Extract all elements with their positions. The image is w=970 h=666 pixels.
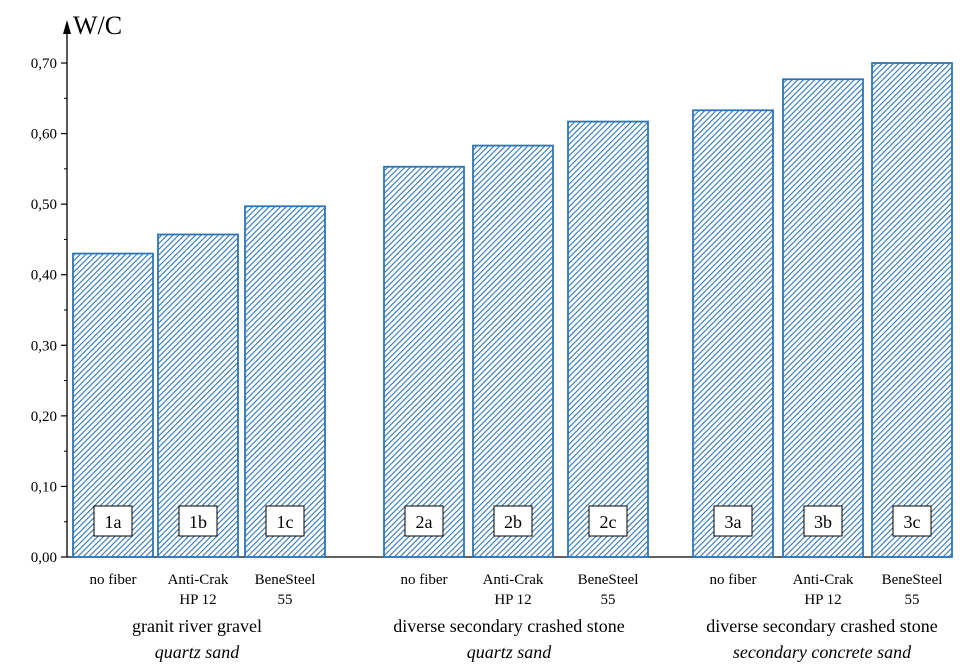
bar-id-box xyxy=(493,505,533,537)
group-sublabel: secondary concrete sand xyxy=(733,642,912,662)
y-tick-label: 0,00 xyxy=(31,550,57,566)
group-label: granit river gravel xyxy=(132,616,262,636)
category-label: BeneSteel xyxy=(578,572,639,588)
category-label: no fiber xyxy=(709,572,756,588)
y-tick-label: 0,30 xyxy=(31,338,57,354)
bar-id-box xyxy=(265,505,305,537)
bar-id-box xyxy=(803,505,843,537)
category-label: 55 xyxy=(601,592,616,608)
group-sublabel: quartz sand xyxy=(467,642,553,662)
y-tick-label: 0,40 xyxy=(31,268,57,284)
bar-id-box xyxy=(178,505,218,537)
bar-id-label: 3c xyxy=(904,512,921,532)
bar-id-box xyxy=(588,505,628,537)
category-label: Anti-Crak xyxy=(793,572,854,588)
bar-2b xyxy=(472,144,554,558)
bar-id-box xyxy=(713,505,753,537)
bar-id-label: 1c xyxy=(277,512,294,532)
bars xyxy=(72,62,953,558)
category-label: HP 12 xyxy=(179,592,216,608)
category-label: Anti-Crak xyxy=(168,572,229,588)
category-label: no fiber xyxy=(89,572,136,588)
bar-2a xyxy=(383,165,465,558)
bar-3b xyxy=(782,78,864,558)
bar-id-box xyxy=(404,505,444,537)
category-label: 55 xyxy=(278,592,293,608)
bar-id-label: 2b xyxy=(504,512,522,532)
y-tick-label: 0,10 xyxy=(31,479,57,495)
bar-id-label: 2a xyxy=(416,512,433,532)
bar-1c xyxy=(244,205,326,558)
category-label: HP 12 xyxy=(804,592,841,608)
y-tick-label: 0,70 xyxy=(31,56,57,72)
y-tick-label: 0,50 xyxy=(31,197,57,213)
y-axis-arrow xyxy=(63,20,71,34)
bar-id-box xyxy=(93,505,133,537)
group-label: diverse secondary crashed stone xyxy=(393,616,624,636)
y-axis-label: W/C xyxy=(73,11,122,40)
bar-3a xyxy=(692,109,774,558)
bar-2c xyxy=(567,120,649,558)
group-label: diverse secondary crashed stone xyxy=(706,616,937,636)
bar-id-label: 1b xyxy=(189,512,207,532)
category-label: BeneSteel xyxy=(882,572,943,588)
y-tick-label: 0,60 xyxy=(31,127,57,143)
category-label: BeneSteel xyxy=(255,572,316,588)
labels: W/C 0,00 0,10 0,20 0,30 0,40 0,50 0,60 0,70 1a no … xyxy=(31,11,943,662)
bar-id-label: 3a xyxy=(725,512,742,532)
category-label: no fiber xyxy=(400,572,447,588)
bar-id-label: 2c xyxy=(600,512,617,532)
bar-id-box xyxy=(892,505,932,537)
category-label: 55 xyxy=(905,592,920,608)
bar-id-label: 1a xyxy=(105,512,122,532)
bar-3c xyxy=(871,62,953,558)
y-tick-label: 0,20 xyxy=(31,409,57,425)
bar-id-label: 3b xyxy=(814,512,832,532)
bar-1b xyxy=(157,233,239,558)
group-sublabel: quartz sand xyxy=(155,642,241,662)
category-label: HP 12 xyxy=(494,592,531,608)
category-label: Anti-Crak xyxy=(483,572,544,588)
